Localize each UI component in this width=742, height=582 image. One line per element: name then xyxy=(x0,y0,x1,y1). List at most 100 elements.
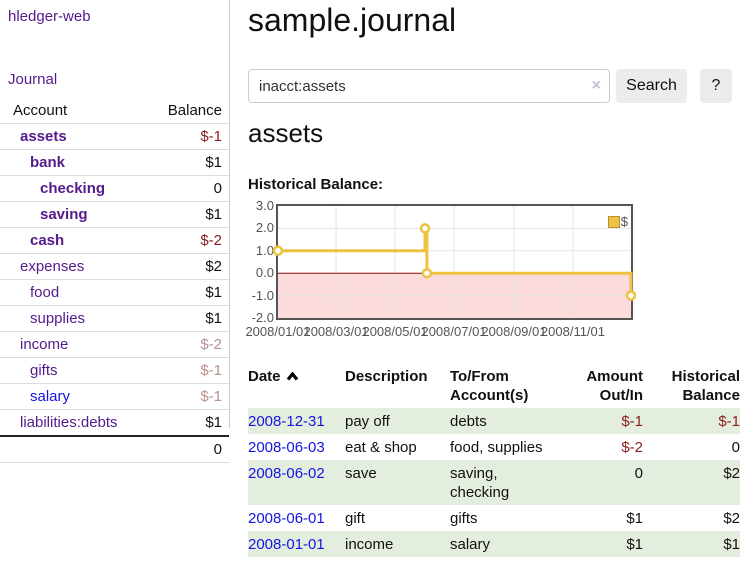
account-name-cell: gifts xyxy=(0,357,154,384)
sidebar-account-row: assets $-1 xyxy=(0,123,229,150)
register-accounts-cell: food, supplies xyxy=(450,439,543,456)
page-title: sample.journal xyxy=(248,2,457,38)
account-balance: $-2 xyxy=(153,227,229,254)
chart-x-tick-label: 2008/05/01 xyxy=(362,324,428,339)
app-title-link[interactable]: hledger-web xyxy=(8,8,91,25)
nav-journal-link[interactable]: Journal xyxy=(8,71,58,88)
account-link-salary[interactable]: salary xyxy=(30,388,71,405)
register-amount-cell: $-2 xyxy=(621,439,643,456)
account-link-supplies[interactable]: supplies xyxy=(30,310,86,327)
account-balance: 0 xyxy=(153,175,229,202)
sidebar-divider xyxy=(229,0,230,428)
account-name-cell: liabilities:debts xyxy=(0,409,154,436)
chart-canvas xyxy=(272,206,637,318)
chart-y-tick-label: 2.0 xyxy=(255,220,274,236)
account-link-liabilities-debts[interactable]: liabilities:debts xyxy=(20,414,118,431)
help-button[interactable]: ? xyxy=(700,69,732,103)
account-balance: $1 xyxy=(153,201,229,228)
account-link-gifts[interactable]: gifts xyxy=(30,362,58,379)
account-name-cell: checking xyxy=(0,175,154,202)
account-name-cell: assets xyxy=(0,123,154,150)
chart-x-tick-label: 2008/03/01 xyxy=(303,324,369,339)
register-header-amount-label: Amount Out/In xyxy=(586,368,643,404)
account-name-cell: expenses xyxy=(0,253,154,280)
account-balance: $-2 xyxy=(153,331,229,358)
register-description-cell: pay off xyxy=(345,408,450,434)
sidebar-total-spacer xyxy=(0,435,154,463)
chart-x-tick-label: 2008/07/01 xyxy=(421,324,487,339)
account-link-food[interactable]: food xyxy=(30,284,60,301)
sidebar-account-row: saving $1 xyxy=(0,201,229,228)
transaction-date-link[interactable]: 2008-12-31 xyxy=(248,413,325,430)
legend-color-swatch xyxy=(607,215,620,228)
account-balance: $1 xyxy=(153,149,229,176)
account-name-cell: salary xyxy=(0,383,154,410)
sidebar-account-row: gifts $-1 xyxy=(0,357,229,384)
search-box: × xyxy=(248,69,610,103)
search-input[interactable] xyxy=(248,69,610,103)
register-header-date[interactable]: Date xyxy=(248,360,345,408)
chart-y-tick-label: 1.0 xyxy=(255,242,274,258)
account-link-assets[interactable]: assets xyxy=(20,128,67,145)
register-row: 2008-12-31 pay off debts $-1 $-1 xyxy=(248,408,740,434)
transaction-date-link[interactable]: 2008-06-01 xyxy=(248,510,325,527)
register-accounts-cell: salary xyxy=(450,531,570,557)
account-link-income[interactable]: income xyxy=(20,336,69,353)
account-link-expenses[interactable]: expenses xyxy=(20,258,85,275)
register-header-amount[interactable]: Amount Out/In xyxy=(570,360,643,408)
register-header-date-label: Date xyxy=(248,368,281,385)
register-row: 2008-06-03 eat & shop food, supplies $-2 0 xyxy=(248,434,740,460)
sidebar-account-row: income $-2 xyxy=(0,331,229,358)
account-balance: $1 xyxy=(153,409,229,436)
register-row: 2008-06-02 save saving, checking 0 $2 xyxy=(248,460,740,505)
account-balance: $1 xyxy=(153,305,229,332)
sidebar-account-row: supplies $1 xyxy=(0,305,229,332)
sort-ascending-icon xyxy=(286,371,298,381)
chart-title: Historical Balance: xyxy=(248,176,384,193)
chart-data-point xyxy=(625,290,637,301)
sidebar-account-row: checking 0 xyxy=(0,175,229,202)
register-amount-cell: $-1 xyxy=(570,408,643,434)
account-balance: $2 xyxy=(153,253,229,280)
sidebar-account-row: liabilities:debts $1 xyxy=(0,409,229,436)
register-date-cell: 2008-06-03 xyxy=(248,434,345,460)
clear-search-icon[interactable]: × xyxy=(591,77,601,94)
register-balance-cell: 0 xyxy=(731,439,740,456)
account-name-cell: cash xyxy=(0,227,154,254)
register-accounts-cell: saving, checking xyxy=(450,460,570,505)
sidebar-header-balance: Balance xyxy=(167,102,222,119)
transaction-date-link[interactable]: 2008-06-02 xyxy=(248,465,325,482)
transaction-date-link[interactable]: 2008-06-03 xyxy=(248,439,325,456)
sidebar-total-row: 0 xyxy=(0,435,229,463)
chart-plot-area: $ xyxy=(272,204,637,320)
register-header-balance[interactable]: Historical Balance xyxy=(643,360,740,408)
sidebar-account-row: cash $-2 xyxy=(0,227,229,254)
transaction-date-link[interactable]: 2008-01-01 xyxy=(248,536,325,553)
register-header-accounts[interactable]: To/From Account(s) xyxy=(450,360,570,408)
register-amount-cell: $1 xyxy=(626,510,643,527)
register-date-cell: 2008-01-01 xyxy=(248,531,345,557)
balance-chart: 3.0 2.0 1.0 0.0 -1.0 -2.0 $ 2008/01/01 2008/03… xyxy=(245,198,742,342)
register-balance-cell: $1 xyxy=(643,531,740,557)
chart-y-tick-label: 3.0 xyxy=(255,198,274,213)
account-link-checking[interactable]: checking xyxy=(40,180,106,197)
register-description-cell: income xyxy=(345,531,450,557)
account-heading: assets xyxy=(248,118,324,148)
register-row: 2008-01-01 income salary $1 $1 xyxy=(248,531,740,557)
register-header-accounts-label: To/From Account(s) xyxy=(450,368,529,404)
account-link-bank[interactable]: bank xyxy=(30,154,66,171)
account-link-saving[interactable]: saving xyxy=(40,206,88,223)
sidebar-account-row: bank $1 xyxy=(0,149,229,176)
account-link-cash[interactable]: cash xyxy=(30,232,65,249)
chart-data-point xyxy=(272,245,284,257)
register-header-balance-label: Historical Balance xyxy=(671,368,740,404)
chart-y-tick-label: 0.0 xyxy=(255,265,274,281)
register-accounts-cell: debts xyxy=(450,408,570,434)
register-header-description[interactable]: Description xyxy=(345,360,450,408)
account-balance: $-1 xyxy=(153,123,229,150)
register-amount-cell: $1 xyxy=(570,531,643,557)
account-name-cell: food xyxy=(0,279,154,306)
legend-label: $ xyxy=(620,214,628,229)
search-button[interactable]: Search xyxy=(616,69,687,103)
chart-data-point xyxy=(421,267,433,279)
